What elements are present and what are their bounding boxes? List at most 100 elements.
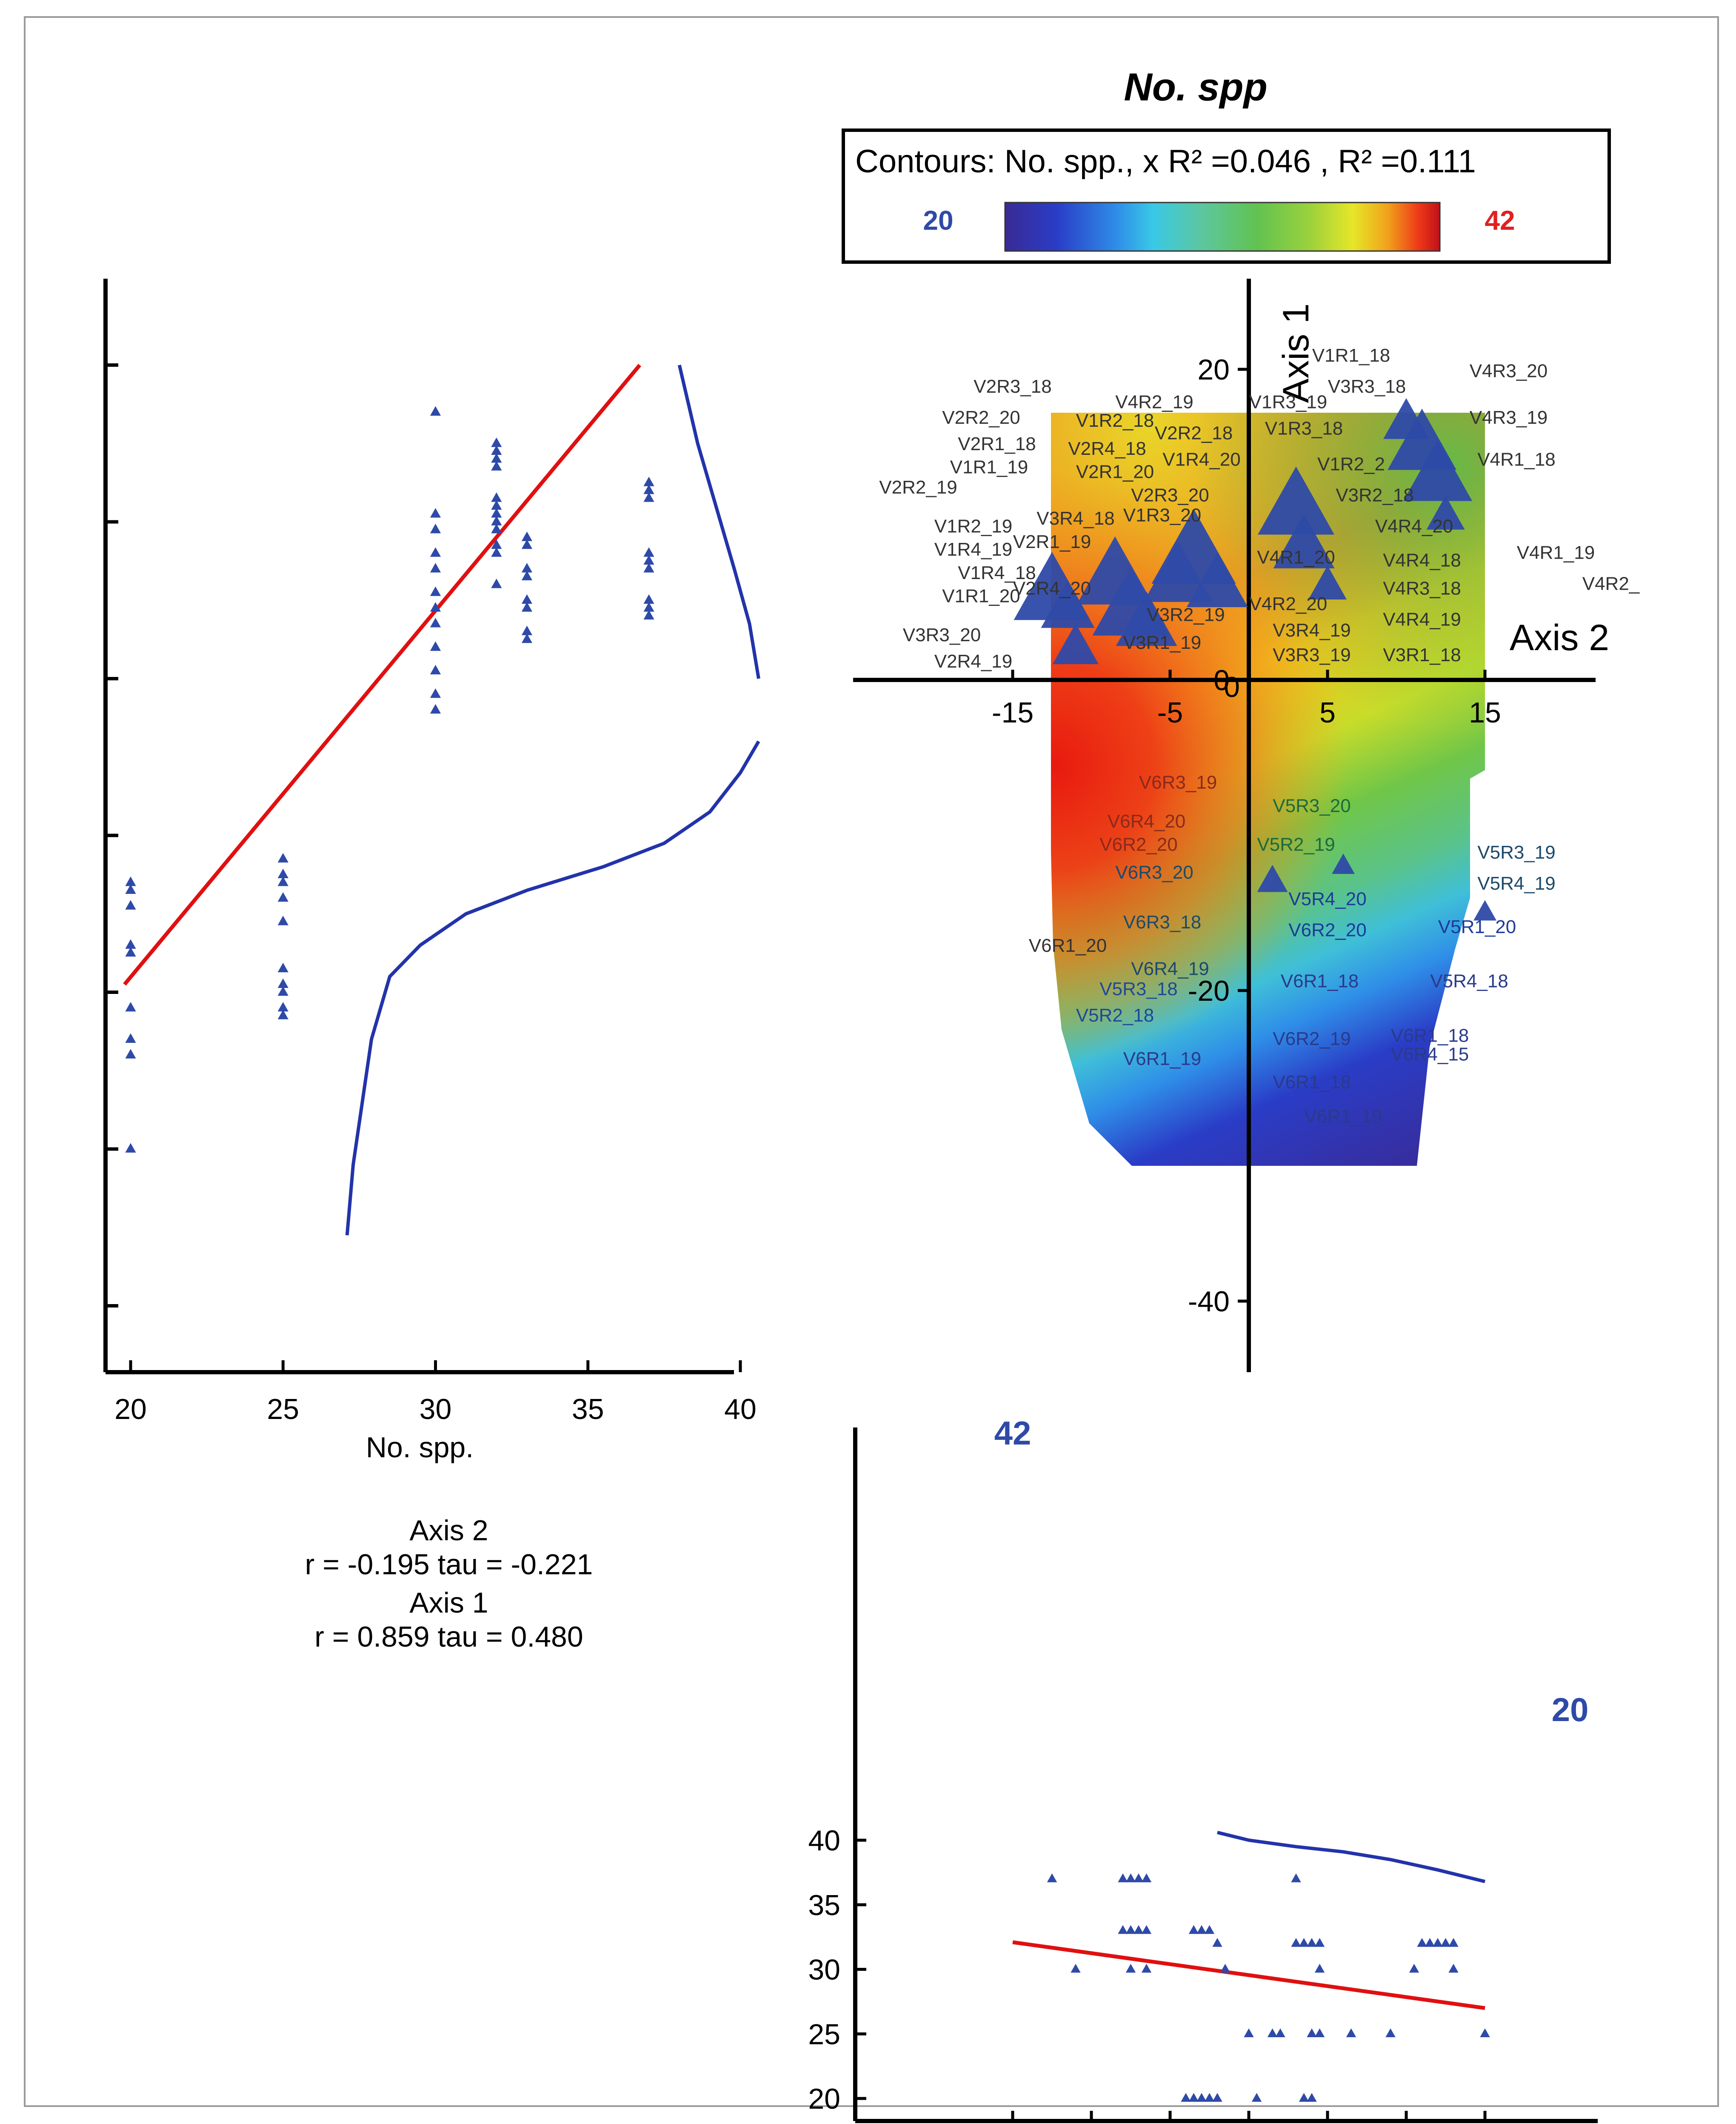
left-data-point	[430, 688, 441, 698]
left-data-point	[521, 531, 533, 541]
bottom-data-point	[1125, 1964, 1136, 1973]
left-data-point	[430, 406, 441, 416]
left-data-point	[491, 437, 502, 447]
bottom-fit-line	[1012, 1940, 1485, 2010]
ord-point-label: V6R1_19	[1304, 1106, 1382, 1127]
left-data-point	[491, 445, 502, 455]
ord-point-label: V2R1_19	[1013, 531, 1091, 552]
left-scatter-plot: 20 25 30 35 40 No. spp.	[103, 279, 760, 1464]
left-data-point	[430, 704, 441, 714]
ord-triangle	[1143, 540, 1213, 602]
bottom-data-point	[1480, 2028, 1490, 2038]
bottom-data-point	[1141, 1964, 1152, 1973]
left-data-point	[643, 594, 654, 604]
ord-point-label: V2R3_18	[974, 376, 1051, 397]
bottom-data-point	[1440, 1938, 1451, 1947]
contour-field	[1051, 413, 1485, 1166]
left-data-point	[521, 563, 533, 573]
left-data-point	[277, 876, 288, 886]
bottom-data-point	[1212, 2093, 1222, 2102]
bottom-y-tick-label: 35	[808, 1889, 840, 1921]
left-data-point	[643, 610, 654, 620]
bottom-data-point	[1307, 2028, 1317, 2038]
ord-triangle	[1116, 591, 1177, 646]
ord-point-label: V3R1_18	[1383, 645, 1461, 665]
ord-x-tick-label: 15	[1469, 697, 1501, 729]
ord-point-label: V6R4_19	[1131, 959, 1209, 979]
ord-point-label: V2R4_19	[934, 651, 1012, 672]
ord-y-tick-label: -20	[1188, 975, 1230, 1007]
bottom-data-point	[1417, 1938, 1427, 1947]
ord-point-label: V6R1_18	[1391, 1025, 1469, 1046]
ord-point-label: V1R2_19	[934, 516, 1012, 537]
ord-point-label: V6R4_15	[1391, 1044, 1469, 1065]
ord-x-tick-label: -15	[992, 697, 1034, 729]
ord-point-label: V4R4_18	[1383, 550, 1461, 571]
left-data-point	[521, 602, 533, 612]
ord-point-label: V3R3_18	[1328, 376, 1406, 397]
bottom-data-point	[1118, 1873, 1128, 1882]
ord-point-label: V3R2_19	[1147, 604, 1225, 625]
ord-point-label: V2R2_18	[1155, 423, 1233, 443]
left-data-point	[643, 492, 654, 502]
ord-point-label: V5R1_20	[1438, 916, 1516, 937]
left-x-axis-label: No. spp.	[366, 1431, 474, 1464]
bottom-data-point	[1448, 1964, 1459, 1973]
ord-point-label: V1R4_19	[934, 539, 1012, 560]
bottom-data-point	[1299, 2093, 1309, 2102]
left-fit-line	[123, 364, 642, 986]
left-data-point	[521, 625, 533, 635]
ord-origin-label: 0	[1224, 671, 1240, 703]
ord-point-label: V6R2_20	[1099, 834, 1177, 855]
ord-point-label: V6R3_19	[1139, 772, 1217, 793]
bottom-data-point	[1307, 2093, 1317, 2102]
left-data-point	[125, 900, 136, 910]
bottom-data-point	[1196, 1925, 1207, 1934]
left-data-point	[643, 484, 654, 494]
left-data-point	[491, 547, 502, 557]
bottom-data-point	[1307, 1938, 1317, 1947]
ord-point-label: V4R3_20	[1470, 360, 1548, 381]
ord-point-label: V6R3_20	[1115, 862, 1193, 883]
left-data-point	[430, 586, 441, 596]
stats-axis1-values: r = 0.859 tau = 0.480	[314, 1621, 583, 1653]
left-data-point	[125, 884, 136, 894]
left-data-point	[643, 477, 654, 486]
left-data-point	[277, 1002, 288, 1012]
bottom-data-point	[1196, 2093, 1207, 2102]
ord-point-label: V4R1_20	[1257, 547, 1335, 568]
bottom-data-point	[1134, 1873, 1144, 1882]
ord-triangle	[1187, 553, 1248, 607]
left-data-point	[521, 633, 533, 643]
bottom-data-point	[1291, 1938, 1301, 1947]
left-data-point	[125, 1049, 136, 1059]
bottom-y-tick-label: 40	[808, 1824, 840, 1857]
left-data-point	[277, 986, 288, 996]
bottom-data-point	[1275, 2028, 1285, 2038]
ord-point-label: V3R3_20	[903, 625, 981, 645]
bottom-data-point	[1141, 1925, 1152, 1934]
ord-point-label: V1R2_18	[1076, 410, 1154, 431]
left-x-tick-label: 35	[572, 1393, 604, 1425]
ord-point-label: V5R4_19	[1477, 873, 1555, 894]
left-data-point	[491, 539, 502, 549]
ord-point-label: V1R1_18	[1312, 345, 1390, 366]
bottom-data-point	[1291, 1873, 1301, 1882]
ord-point-label: V6R1_19	[1123, 1048, 1201, 1069]
left-data-point	[125, 1033, 136, 1043]
left-data-point	[430, 523, 441, 534]
ord-point-label: V5R2_18	[1076, 1005, 1154, 1026]
left-smoother-upper	[677, 365, 760, 679]
left-data-point	[430, 563, 441, 573]
ord-triangle	[1257, 865, 1288, 892]
colorbar-min-label: 20	[923, 205, 953, 236]
left-data-point	[125, 1002, 136, 1012]
left-x-tick-label: 30	[420, 1393, 452, 1425]
bottom-data-point	[1125, 1925, 1136, 1934]
left-data-point	[491, 508, 502, 518]
left-x-tick-label: 25	[267, 1393, 299, 1425]
ord-point-label: V1R4_18	[958, 562, 1036, 583]
left-x-tick-label: 40	[724, 1393, 757, 1425]
ord-triangle	[1332, 854, 1355, 874]
ord-x-tick-label: -5	[1157, 697, 1183, 729]
